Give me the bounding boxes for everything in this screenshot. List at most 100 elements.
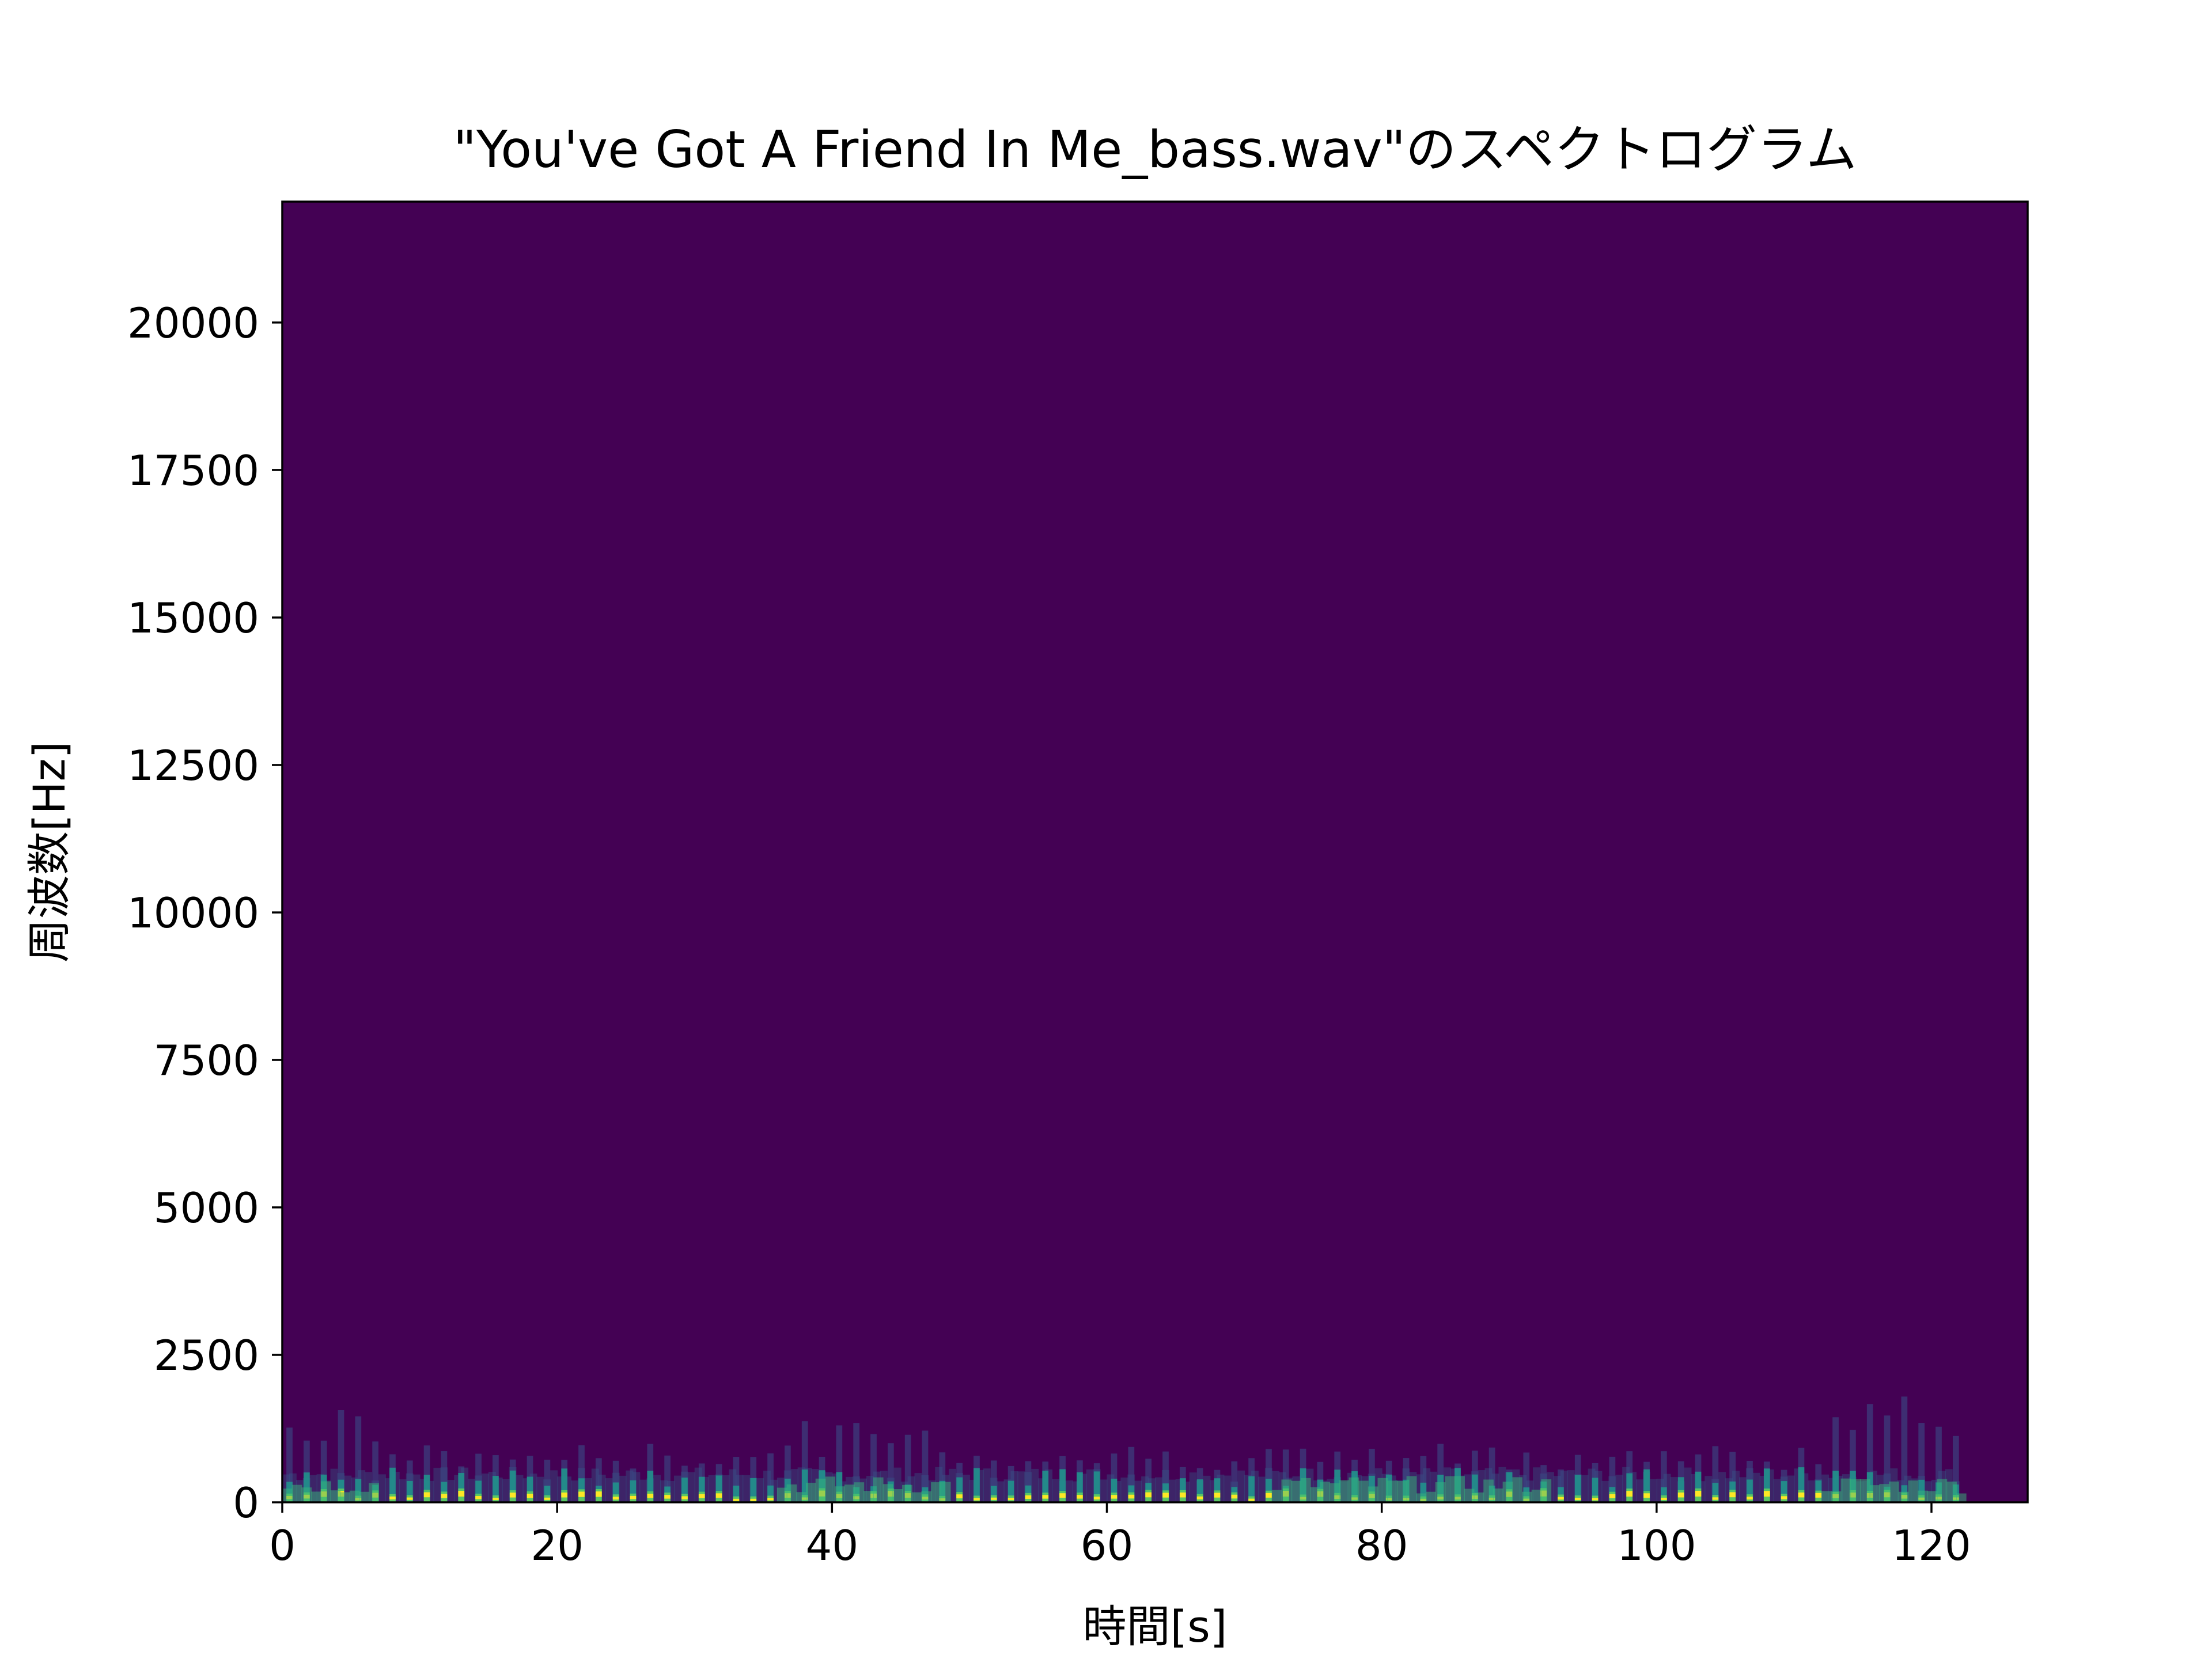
spectrogram-cell [612,1482,619,1502]
spectrogram-cell [578,1491,585,1497]
spectrogram-cell [1059,1469,1066,1502]
spectrogram-cell [1128,1446,1135,1502]
y-axis-label: 周波数[Hz] [24,741,75,963]
spectrogram-cell [1224,1475,1232,1502]
spectrogram-cell [854,1482,865,1502]
chart-title: "You've Got A Friend In Me_bass.wav"のスペク… [453,120,1857,179]
spectrogram-cell [922,1430,929,1502]
spectrogram-cell [1850,1479,1861,1502]
spectrogram-cell [527,1494,533,1498]
y-tick-label: 0 [233,1479,259,1527]
y-tick-label: 7500 [154,1036,259,1085]
spectrogram-cell [1541,1479,1552,1502]
spectrogram-cell [561,1468,568,1502]
spectrogram-cell [516,1475,524,1502]
spectrogram-cell [595,1491,602,1497]
spectrogram-cell [1729,1492,1736,1498]
spectrogram-cell [1581,1475,1589,1502]
spectrogram-cell [1368,1448,1375,1502]
y-tick-label: 10000 [127,889,259,937]
spectrogram-cell [639,1479,647,1502]
spectrogram-cell [681,1478,688,1502]
spectrogram-cell [1042,1495,1049,1499]
spectrogram-cell [378,1474,386,1502]
spectrogram-cell [544,1486,551,1502]
spectrogram-cell [1059,1493,1066,1498]
spectrogram-cell [1237,1470,1245,1502]
spectrogram-cell [1266,1479,1272,1502]
spectrogram-cell [468,1479,476,1502]
spectrogram-cell [902,1484,912,1502]
spectrogram-cell [1889,1481,1899,1502]
spectrogram-cell [612,1460,619,1502]
spectrogram-cell [1128,1494,1135,1499]
spectrogram-cell [338,1410,344,1502]
spectrogram-cell [715,1493,722,1498]
spectrogram-cell [630,1495,637,1499]
spectrogram-cell [1017,1471,1025,1502]
spectrogram-cell [911,1492,922,1502]
spectrogram-cell [983,1468,991,1502]
spectrogram-cell [1248,1498,1255,1501]
spectrogram-cell [349,1490,360,1502]
spectrogram-cell [750,1478,757,1502]
spectrogram-cell [931,1482,941,1502]
spectrogram-cell [870,1434,877,1502]
y-tick-label: 5000 [154,1184,259,1232]
spectrogram-cell [578,1445,585,1502]
spectrogram-cell [1781,1496,1787,1499]
spectrogram-cell [550,1470,558,1502]
spectrogram-cell [1609,1456,1616,1502]
spectrogram-cell [873,1477,884,1502]
spectrogram-cell [1808,1480,1816,1502]
spectrogram-cell [447,1480,455,1502]
spectrogram-cell [785,1445,791,1502]
spectrogram-cell [1747,1497,1753,1500]
y-axis: 0 2500 5000 7500 10000 12500 15000 17500 20000 [127,299,282,1527]
spectrogram-cell [1368,1486,1378,1502]
spectrogram-cell [767,1485,774,1502]
spectrogram-cell [687,1472,695,1502]
spectrogram-cell [1512,1477,1523,1502]
spectrogram-cell [1898,1491,1909,1502]
spectrogram-cell [786,1484,797,1502]
x-tick-label: 40 [806,1521,859,1570]
spectrogram-cell [303,1472,310,1502]
spectrogram-cell [1522,1491,1532,1502]
spectrogram-cell [1918,1490,1928,1502]
spectrogram-cell [389,1467,396,1502]
spectrogram-cell [733,1457,740,1502]
spectrogram-cell [527,1476,533,1502]
spectrogram-cell [502,1479,510,1502]
spectrogram-cell [1660,1497,1667,1500]
spectrogram-cell [1168,1479,1176,1502]
spectrogram-cell [475,1496,482,1499]
spectrogram-cell [1869,1485,1880,1502]
spectrogram-cell [1832,1471,1839,1502]
spectrogram-cell [990,1460,997,1502]
spectrogram-cell [1134,1480,1142,1502]
spectrogram-cell [1840,1478,1851,1502]
spectrogram-cell [1712,1483,1719,1502]
spectrogram-cell [853,1423,860,1502]
x-tick-label: 20 [531,1521,584,1570]
spectrogram-cell [715,1475,722,1502]
y-tick-label: 17500 [127,446,259,495]
spectrogram-cell [1773,1479,1781,1502]
spectrogram-cell [412,1474,421,1502]
spectrogram-cell [733,1498,740,1501]
spectrogram-cell [806,1483,816,1502]
spectrogram-cell [1281,1479,1292,1502]
spectrogram-cell [1077,1472,1083,1502]
spectrogram-cell [733,1486,740,1502]
spectrogram-cell [1798,1492,1805,1498]
spectrogram-cell [956,1494,963,1499]
spectrogram-cell [1832,1417,1839,1502]
y-tick-label: 12500 [127,741,259,790]
spectrogram-cell [1257,1476,1266,1502]
spectrogram-cell [1052,1479,1059,1502]
spectrogram-cell [887,1443,894,1502]
spectrogram-cell [1626,1473,1633,1502]
spectrogram-cell [1643,1469,1650,1502]
